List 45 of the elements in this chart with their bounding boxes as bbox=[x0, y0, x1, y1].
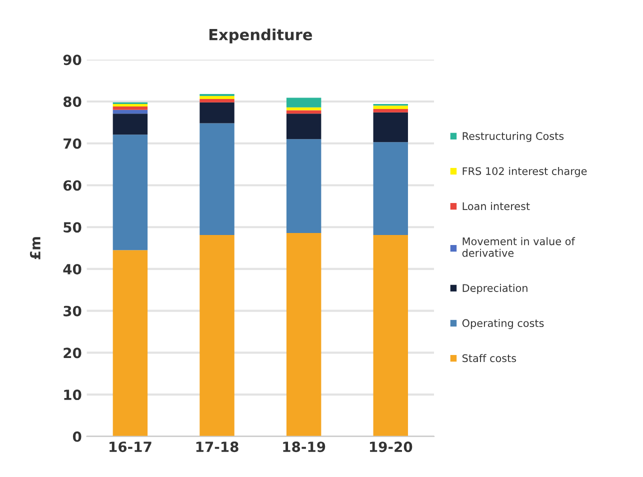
legend-label: Staff costs bbox=[462, 354, 516, 362]
bar bbox=[373, 106, 408, 110]
y-axis-title: £m bbox=[30, 237, 40, 260]
legend-label: Loan interest bbox=[462, 202, 530, 210]
bar bbox=[373, 112, 408, 142]
y-tick-label: 20 bbox=[64, 348, 82, 358]
x-tick-label: 16-17 bbox=[110, 442, 152, 452]
y-tick-label: 60 bbox=[63, 180, 82, 191]
bar bbox=[112, 250, 148, 436]
bar bbox=[112, 134, 148, 250]
bar bbox=[286, 232, 322, 436]
x-tick-label: 19-20 bbox=[370, 442, 412, 452]
y-tick-label: 50 bbox=[64, 222, 82, 233]
x-tick-label: 18-19 bbox=[283, 442, 326, 452]
bar bbox=[373, 235, 408, 436]
legend-label: Depreciation bbox=[462, 284, 528, 294]
chart-title: Expenditure bbox=[209, 28, 312, 44]
x-tick-label: 17-18 bbox=[196, 442, 238, 452]
bar bbox=[112, 114, 148, 135]
y-tick-label: 30 bbox=[64, 306, 82, 316]
y-tick-label: 0 bbox=[72, 431, 82, 442]
legend-label: Restructuring Costs bbox=[462, 132, 564, 142]
y-tick-label: 80 bbox=[63, 96, 82, 107]
bar bbox=[112, 104, 148, 107]
legend-label: Movement in value of derivative bbox=[462, 237, 576, 257]
bar bbox=[200, 102, 234, 124]
bar bbox=[286, 139, 322, 233]
bar bbox=[373, 142, 408, 236]
bar bbox=[286, 114, 322, 140]
bar bbox=[373, 109, 408, 112]
bar bbox=[200, 98, 234, 102]
y-tick-label: 70 bbox=[64, 138, 82, 149]
bar bbox=[200, 94, 234, 96]
bar bbox=[112, 110, 148, 114]
legend-label: FRS 102 interest charge bbox=[462, 167, 587, 178]
bar bbox=[286, 98, 322, 108]
y-tick-label: 10 bbox=[64, 390, 82, 400]
legend-label: Operating costs bbox=[462, 318, 544, 330]
bar bbox=[286, 107, 322, 110]
bar bbox=[112, 106, 148, 110]
y-tick-label: 40 bbox=[63, 264, 82, 274]
y-tick-label: 90 bbox=[63, 54, 82, 66]
bar bbox=[200, 96, 234, 99]
bar bbox=[200, 123, 234, 236]
bar bbox=[200, 235, 234, 436]
